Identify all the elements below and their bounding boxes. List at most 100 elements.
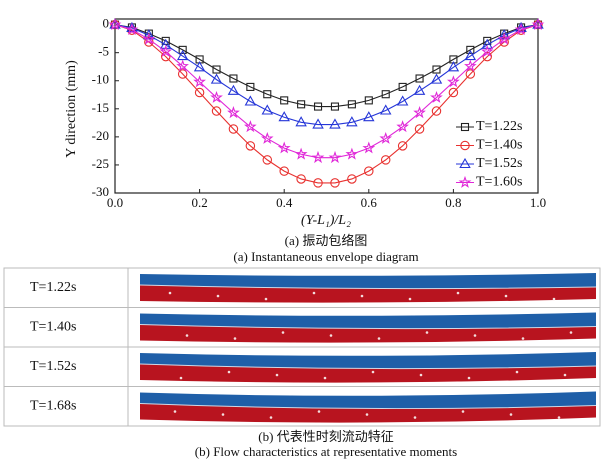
point <box>311 150 325 164</box>
flow-bubble <box>216 294 220 298</box>
point <box>345 147 359 160</box>
flow-bubble <box>569 331 573 334</box>
point <box>313 178 323 188</box>
series-line <box>114 24 539 184</box>
point <box>244 120 257 133</box>
point <box>194 87 205 98</box>
point <box>262 155 273 165</box>
flow-bubble <box>557 416 561 419</box>
row-label: T=1.40s <box>30 319 76 334</box>
point <box>295 116 307 127</box>
point <box>514 23 528 36</box>
flow-red <box>140 364 596 383</box>
y-tick-label: -5 <box>98 44 109 59</box>
point <box>413 84 426 95</box>
point <box>481 38 493 49</box>
x-tick-label: 0.6 <box>361 195 378 210</box>
point <box>497 32 511 45</box>
point <box>109 18 121 29</box>
point <box>482 51 492 62</box>
flow-blue <box>140 312 596 329</box>
flow-red <box>140 285 596 303</box>
point <box>227 84 240 95</box>
series-line <box>114 24 539 159</box>
flow-bubble <box>456 291 460 295</box>
x-tick-label: 1.0 <box>530 195 546 210</box>
point <box>330 102 340 111</box>
legend-marker <box>459 157 471 169</box>
point <box>480 44 494 57</box>
point <box>244 95 257 106</box>
point <box>328 150 342 164</box>
legend-label: T=1.60s <box>476 175 522 190</box>
point <box>414 124 425 134</box>
legend-label: T=1.22s <box>476 119 522 134</box>
point <box>296 174 306 184</box>
flow-bubble <box>360 294 364 298</box>
legend-label: T=1.40s <box>476 138 522 153</box>
x-tick-label: 0.0 <box>107 195 123 210</box>
point <box>413 105 426 119</box>
point <box>362 141 376 154</box>
point <box>363 111 375 122</box>
flow-bubble <box>377 337 381 340</box>
point <box>398 82 407 91</box>
point <box>532 18 544 29</box>
point <box>227 105 240 119</box>
point <box>447 61 460 72</box>
flow-bubble <box>221 413 225 416</box>
row-label: T=1.52s <box>30 359 76 374</box>
point <box>397 141 408 151</box>
x-tick-label: 0.4 <box>276 195 293 210</box>
point <box>465 69 476 79</box>
point <box>108 17 122 31</box>
series-line <box>114 24 539 108</box>
point <box>178 45 187 54</box>
flow-bubble <box>185 334 189 337</box>
flow-bubble <box>233 337 237 340</box>
flow-interface <box>139 284 597 290</box>
flow-blue <box>140 352 596 369</box>
y-tick-label: -30 <box>92 184 109 199</box>
flow-bubble <box>467 376 471 380</box>
flow-bubble <box>408 297 412 301</box>
point <box>193 75 206 88</box>
point <box>229 74 238 83</box>
flow-bubble <box>329 334 333 337</box>
point <box>260 131 274 144</box>
flow-blue <box>140 391 596 409</box>
flow-bubble <box>275 373 279 377</box>
plot-frame <box>114 18 539 194</box>
flow-bubble <box>509 413 513 416</box>
flow-interface <box>139 324 597 330</box>
point <box>448 87 459 98</box>
legend-label: T=1.52s <box>476 156 522 171</box>
point <box>261 104 274 115</box>
y-tick-label: 0 <box>103 16 110 31</box>
y-tick-label: -25 <box>92 156 109 171</box>
y-tick-label: -20 <box>92 128 109 143</box>
point <box>430 73 443 84</box>
caption: (b) Flow characteristics at representati… <box>195 444 457 459</box>
row-label: T=1.22s <box>30 280 76 295</box>
flow-bubble <box>179 376 183 380</box>
point <box>212 65 221 74</box>
flow-bubble <box>413 416 417 419</box>
flow-bubble <box>312 291 316 295</box>
y-tick-label: -15 <box>92 100 109 115</box>
x-tick-label: 0.2 <box>191 195 207 210</box>
point <box>432 65 441 74</box>
flow-bubble <box>563 373 567 377</box>
point <box>347 100 356 109</box>
point <box>193 61 206 72</box>
point <box>297 100 306 109</box>
series-line <box>114 24 539 126</box>
flow-bubble <box>515 370 519 374</box>
point <box>277 141 291 154</box>
point <box>330 178 340 188</box>
point <box>380 155 391 165</box>
point <box>396 95 409 106</box>
point <box>211 106 222 116</box>
point <box>346 116 358 127</box>
point <box>396 120 409 133</box>
